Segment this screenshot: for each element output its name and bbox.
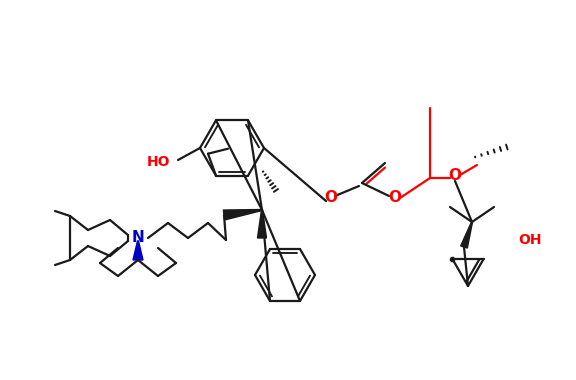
Text: HO: HO (146, 155, 170, 169)
Text: O: O (449, 168, 461, 182)
Polygon shape (257, 210, 267, 238)
Text: OH: OH (518, 233, 542, 247)
Polygon shape (461, 222, 472, 248)
Polygon shape (133, 241, 143, 260)
Text: O: O (388, 190, 401, 206)
Text: O: O (324, 190, 338, 206)
Text: N: N (132, 231, 145, 245)
Polygon shape (223, 209, 262, 220)
